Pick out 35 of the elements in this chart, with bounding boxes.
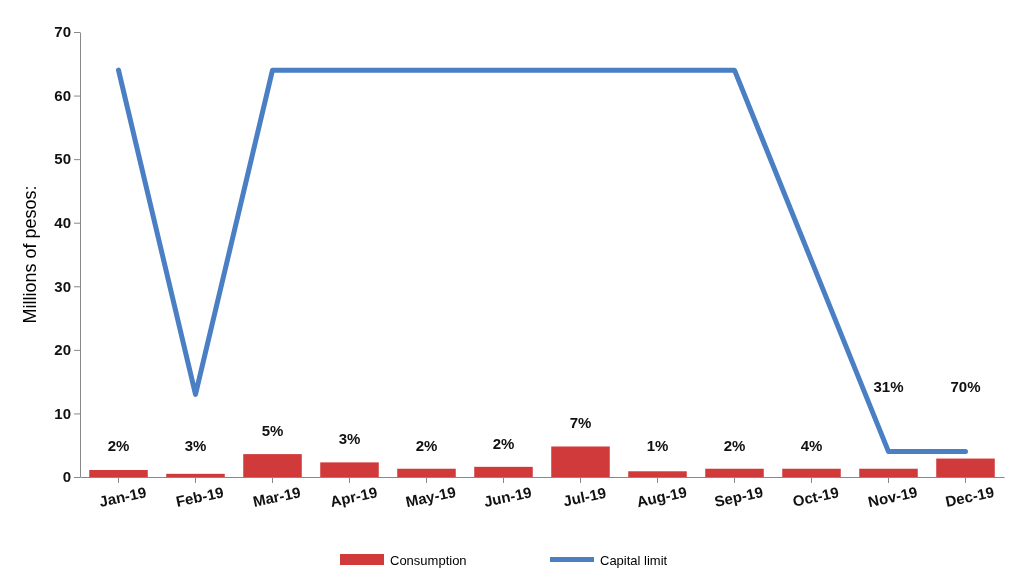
x-tick-label: Oct-19 — [791, 483, 841, 510]
annotation: 31% — [873, 377, 904, 395]
x-tick-label: Mar-19 — [251, 483, 303, 510]
annotation: 1% — [646, 437, 669, 454]
x-tick-label: Dec-19 — [943, 483, 996, 510]
y-tick-label: 10 — [54, 404, 71, 422]
annotation: 70% — [950, 377, 981, 395]
x-tick-label: Apr-19 — [328, 483, 379, 510]
annotation: 2% — [492, 434, 515, 452]
annotation: 7% — [569, 414, 592, 432]
x-tick-label: Sep-19 — [712, 483, 765, 510]
y-axis-title: Millions of pesos: — [20, 185, 40, 324]
annotation: 4% — [800, 436, 823, 454]
legend-label: Capital limit — [600, 553, 668, 568]
y-tick-label: 40 — [54, 214, 71, 232]
y-tick-label: 30 — [54, 277, 71, 295]
annotation: 2% — [107, 437, 130, 454]
y-tick-label: 20 — [54, 341, 71, 359]
x-tick-label: Jan-19 — [97, 483, 148, 510]
legend-label: Consumption — [390, 553, 467, 568]
y-tick-label: 50 — [54, 150, 71, 168]
annotation: 2% — [723, 436, 746, 454]
x-tick-label: Jul-19 — [561, 483, 608, 510]
annotation: 3% — [338, 430, 361, 448]
y-tick-label: 60 — [54, 86, 71, 104]
y-tick-label: 70 — [54, 23, 71, 41]
y-tick-label: 0 — [62, 468, 71, 486]
annotation: 3% — [184, 437, 207, 454]
x-tick-label: Feb-19 — [174, 483, 226, 510]
x-tick-label: Aug-19 — [635, 482, 689, 511]
x-tick-label: Jun-19 — [482, 483, 534, 510]
annotation: 5% — [261, 422, 284, 440]
annotation: 2% — [415, 436, 438, 454]
x-tick-label: Nov-19 — [866, 483, 919, 511]
x-tick-label: May-19 — [404, 482, 458, 511]
